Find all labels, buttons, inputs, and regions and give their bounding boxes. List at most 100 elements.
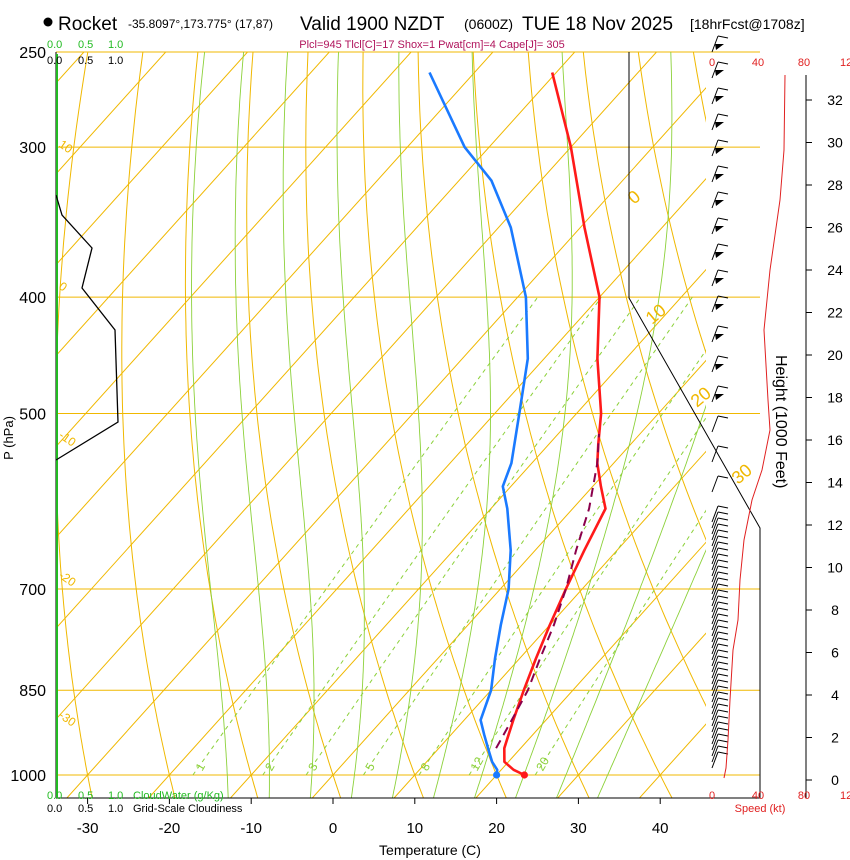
- barb-pennant: [715, 394, 724, 400]
- barb-feather: [717, 619, 729, 623]
- wind-barb-3: [711, 113, 729, 131]
- wind-barb-40: [711, 643, 729, 661]
- barb-feather: [717, 583, 729, 587]
- speed-bottom-80: 80: [798, 790, 810, 802]
- barb-feather: [717, 715, 729, 719]
- barb-staff: [711, 619, 719, 637]
- barb-feather: [717, 325, 729, 329]
- isotherm--90: [56, 52, 249, 266]
- barb-staff: [711, 577, 719, 595]
- wind-barb-50: [711, 703, 729, 721]
- wind-barb-13: [711, 385, 729, 403]
- barb-staff: [711, 511, 719, 529]
- wind-barb-28: [711, 571, 729, 589]
- moist-adiabat-20: [474, 52, 573, 798]
- wind-barb-36: [711, 619, 729, 637]
- barb-feather: [717, 655, 729, 659]
- height-label-24: 24: [827, 262, 843, 278]
- height-label-4: 4: [831, 687, 839, 703]
- barb-feather: [717, 703, 729, 707]
- height-label-22: 22: [827, 305, 843, 321]
- wind-barb-7: [711, 217, 729, 235]
- moist-adiabat-25: [515, 52, 673, 798]
- mixing-ratio-1: [192, 296, 539, 776]
- wind-barbs: [711, 35, 729, 769]
- moist-adiabat-30: [556, 404, 706, 798]
- mixing-ratio-label-1: 1: [193, 760, 209, 773]
- barb-feather: [717, 727, 729, 731]
- barb-feather: [717, 191, 729, 195]
- speed-scale-top: 0 40 80 12: [709, 57, 850, 69]
- barb-staff: [711, 631, 719, 649]
- barb-feather: [717, 547, 729, 551]
- barb-feather: [717, 385, 729, 389]
- wind-barb-29: [711, 577, 729, 595]
- wind-barb-16: [711, 475, 729, 493]
- barb-pennant: [715, 148, 724, 154]
- barb-pennant: [715, 70, 724, 76]
- barb-staff: [711, 529, 719, 547]
- mixing-ratio-5: [362, 296, 693, 776]
- barb-staff: [711, 661, 719, 679]
- wind-barb-55: [711, 733, 729, 751]
- speed-profile: [723, 74, 786, 779]
- height-label-18: 18: [827, 390, 843, 406]
- barb-staff: [711, 445, 719, 463]
- wind-barb-47: [711, 685, 729, 703]
- wind-barb-35: [711, 613, 729, 631]
- barb-staff: [711, 739, 719, 757]
- barb-staff: [711, 751, 719, 769]
- barb-feather: [717, 577, 729, 581]
- barb-feather: [717, 685, 729, 689]
- wind-barb-53: [711, 721, 729, 739]
- mixing-ratio-12: [468, 416, 706, 776]
- wind-barb-9: [711, 269, 729, 287]
- barb-feather: [717, 679, 729, 683]
- wind-barb-12: [711, 355, 729, 373]
- temperature-line: [502, 72, 607, 777]
- barb-feather: [717, 553, 729, 557]
- wind-barb-4: [711, 139, 729, 157]
- mixing-ratio-label-5: 5: [362, 760, 378, 773]
- wind-barb-8: [711, 243, 729, 261]
- isotherm--120: [0, 31, 21, 801]
- dewpoint-surface-point: [493, 771, 501, 779]
- speed-scale-bottom: 0 40 80 12 Speed (kt): [709, 790, 850, 815]
- dry-adiabat--30: [56, 52, 93, 798]
- barb-feather: [717, 601, 729, 605]
- wind-barb-5: [711, 165, 729, 183]
- barb-feather: [717, 35, 729, 39]
- pressure-label-300: 300: [19, 140, 46, 157]
- wind-barb-11: [711, 325, 729, 343]
- barb-feather: [717, 649, 729, 653]
- dry-adiabat-30: [417, 52, 590, 798]
- wind-barb-43: [711, 661, 729, 679]
- barb-staff: [711, 613, 719, 631]
- barb-feather: [717, 637, 729, 641]
- temp-label-10: 10: [406, 820, 423, 837]
- wind-barb-10: [711, 295, 729, 313]
- barb-staff: [711, 601, 719, 619]
- wind-barb-51: [711, 709, 729, 727]
- mixing-ratio-2: [262, 296, 602, 776]
- barb-feather: [717, 631, 729, 635]
- height-axis-label: Height (1000 Feet): [772, 355, 789, 488]
- moist-adiabat-5: [336, 52, 365, 798]
- parcel-line: [495, 433, 600, 749]
- wind-barb-57: [711, 745, 729, 763]
- barb-feather: [717, 445, 729, 449]
- speed-top-120: 12: [840, 57, 850, 69]
- wind-barb-6: [711, 191, 729, 209]
- barb-pennant: [715, 252, 724, 258]
- cl-bottom-tick-0: 0.0: [47, 803, 62, 815]
- barb-staff: [711, 643, 719, 661]
- barb-staff: [711, 583, 719, 601]
- wind-barb-27: [711, 565, 729, 583]
- wind-barb-15: [711, 445, 729, 463]
- wind-barb-23: [711, 541, 729, 559]
- cw-tick-2: 1.0: [108, 39, 123, 51]
- isotherm--80: [56, 52, 331, 357]
- isotherm--100: [56, 52, 167, 175]
- site-coords: -35.8097°,173.775° (17,87): [128, 17, 273, 31]
- wind-barb-58: [711, 751, 729, 769]
